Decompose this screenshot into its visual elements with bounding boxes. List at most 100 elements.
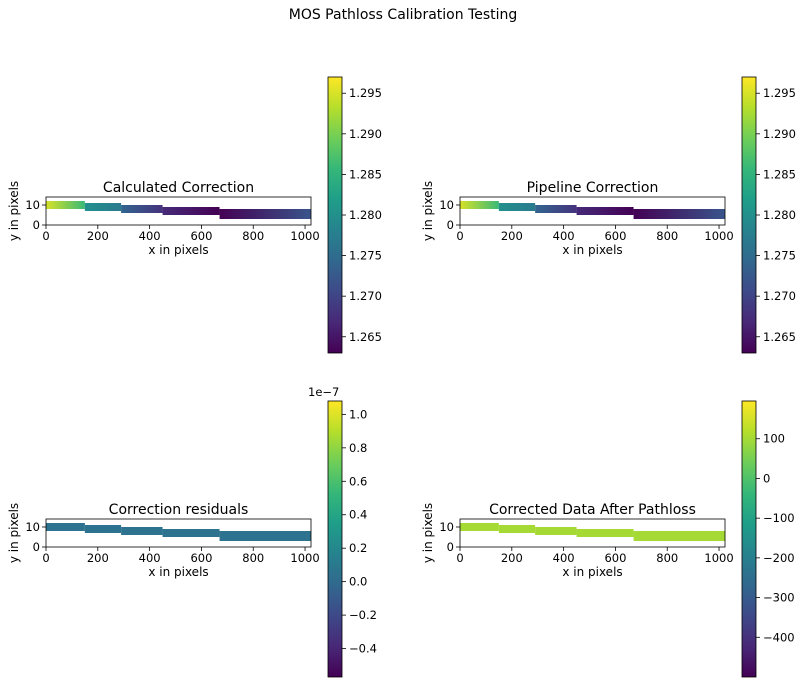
- x-tick-label: 800: [656, 229, 678, 243]
- x-tick-label: 600: [190, 551, 212, 565]
- colorbar-tick-label: −300: [763, 591, 795, 605]
- chart-title: Calculated Correction: [103, 180, 254, 196]
- x-axis-label: x in pixels: [562, 243, 622, 257]
- chart-title: Pipeline Correction: [527, 180, 659, 196]
- x-tick-label: 200: [501, 551, 523, 565]
- y-tick-label: 10: [439, 520, 454, 534]
- x-tick-label: 1000: [704, 551, 733, 565]
- colorbar-tick-label: 0.6: [349, 474, 367, 488]
- colorbar-tick-label: 1.265: [349, 330, 382, 344]
- chart-panel-1: Calculated Correction 0 200 400 600 800 1000 0 1…: [7, 76, 382, 354]
- colorbar-tick-label: 1.280: [349, 208, 382, 222]
- colorbar-tick-label: 0.8: [349, 441, 367, 455]
- chart-panel-4: Corrected Data After Pathloss 0 200 400 600 8…: [421, 400, 795, 678]
- data-segment: [576, 207, 634, 215]
- data-segment: [633, 209, 725, 219]
- colorbar: [741, 400, 757, 678]
- x-tick-label: 800: [242, 551, 264, 565]
- x-tick-label: 400: [139, 229, 161, 243]
- x-tick-label: 600: [604, 229, 626, 243]
- data-segment: [576, 529, 634, 537]
- colorbar-tick-label: 1.270: [349, 289, 382, 303]
- x-tick-label: 1000: [704, 229, 733, 243]
- colorbar: [327, 76, 343, 354]
- data-segment: [498, 203, 536, 211]
- axes-frame: [459, 518, 726, 548]
- colorbar-tick-label: 1.275: [763, 249, 796, 263]
- colorbar-tick-label: 1.275: [349, 249, 382, 263]
- data-segment: [84, 203, 122, 211]
- y-tick-label: 0: [33, 218, 40, 232]
- colorbar-tick-label: 1.295: [349, 86, 382, 100]
- data-segment: [219, 209, 311, 219]
- y-tick-label: 0: [447, 218, 454, 232]
- data-segment: [84, 525, 122, 533]
- y-tick-label: 10: [25, 520, 40, 534]
- chart-panel-3: Correction residuals 0 200 400 600 800 1000 0 10…: [7, 385, 377, 678]
- data-segment: [460, 523, 499, 531]
- y-axis-label: y in pixels: [7, 181, 21, 241]
- x-tick-label: 0: [42, 229, 49, 243]
- colorbar-tick-label: 100: [763, 432, 785, 446]
- data-segment: [535, 205, 577, 213]
- data-segment: [162, 529, 220, 537]
- x-tick-label: 200: [501, 229, 523, 243]
- colorbar-tick-label: −0.4: [349, 642, 377, 656]
- colorbar-tick-label: −0.2: [349, 608, 377, 622]
- colorbar: [741, 76, 757, 354]
- y-tick-label: 10: [25, 198, 40, 212]
- data-segment: [460, 201, 499, 209]
- x-tick-label: 0: [456, 551, 463, 565]
- x-tick-label: 400: [553, 229, 575, 243]
- colorbar-offset-label: 1e−7: [308, 385, 339, 399]
- y-axis-label: y in pixels: [421, 181, 435, 241]
- x-tick-label: 600: [604, 551, 626, 565]
- colorbar-tick-label: −200: [763, 551, 795, 565]
- colorbar-tick-label: 1.0: [349, 407, 367, 421]
- y-axis-label: y in pixels: [421, 503, 435, 563]
- x-tick-label: 0: [456, 229, 463, 243]
- data-segment: [219, 531, 311, 541]
- y-axis-label: y in pixels: [7, 503, 21, 563]
- x-axis-label: x in pixels: [148, 243, 208, 257]
- data-segment: [46, 201, 85, 209]
- colorbar-tick-label: 0.2: [349, 541, 367, 555]
- colorbar-tick-label: 0.0: [349, 575, 367, 589]
- x-tick-label: 0: [42, 551, 49, 565]
- x-tick-label: 400: [553, 551, 575, 565]
- colorbar-tick-label: 1.285: [763, 167, 796, 181]
- colorbar-tick-label: 1.280: [763, 208, 796, 222]
- data-segment: [46, 523, 85, 531]
- axes-frame: [45, 196, 312, 226]
- colorbar-tick-label: −100: [763, 511, 795, 525]
- data-segment: [121, 527, 163, 535]
- y-tick-label: 0: [33, 540, 40, 554]
- figure-suptitle: MOS Pathloss Calibration Testing: [289, 7, 518, 23]
- colorbar-tick-label: 1.295: [763, 86, 796, 100]
- colorbar-tick-label: 1.265: [763, 330, 796, 344]
- colorbar-tick-label: 1.290: [349, 127, 382, 141]
- data-segment: [633, 531, 725, 541]
- x-axis-label: x in pixels: [148, 565, 208, 579]
- data-segment: [535, 527, 577, 535]
- chart-title: Correction residuals: [109, 502, 249, 518]
- x-tick-label: 800: [656, 551, 678, 565]
- axes-frame: [459, 196, 726, 226]
- colorbar-tick-label: 1.270: [763, 289, 796, 303]
- y-tick-label: 0: [447, 540, 454, 554]
- colorbar-tick-label: 0.4: [349, 508, 367, 522]
- data-segment: [498, 525, 536, 533]
- x-tick-label: 200: [87, 551, 109, 565]
- x-tick-label: 400: [139, 551, 161, 565]
- axes-frame: [45, 518, 312, 548]
- x-axis-label: x in pixels: [562, 565, 622, 579]
- x-tick-label: 800: [242, 229, 264, 243]
- colorbar-tick-label: 1.290: [763, 127, 796, 141]
- data-segment: [162, 207, 220, 215]
- colorbar-tick-label: −400: [763, 630, 795, 644]
- colorbar-tick-label: 1.285: [349, 167, 382, 181]
- chart-panel-2: Pipeline Correction 0 200 400 600 800 1000 0 10 x…: [421, 76, 796, 354]
- data-segment: [121, 205, 163, 213]
